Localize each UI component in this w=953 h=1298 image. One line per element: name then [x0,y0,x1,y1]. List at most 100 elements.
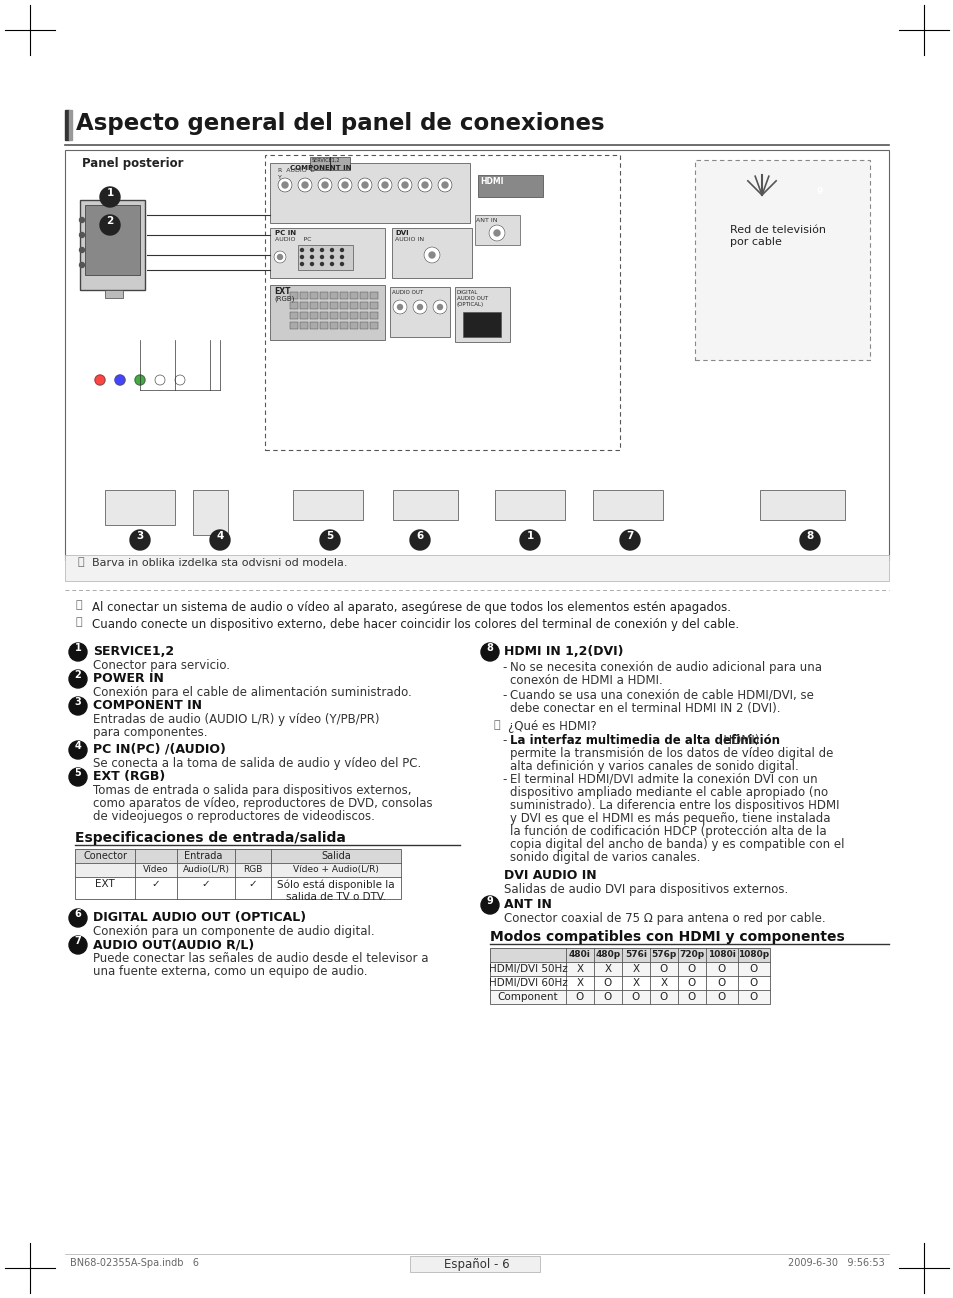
Circle shape [811,187,827,202]
Text: O: O [749,977,758,988]
Circle shape [320,262,323,266]
Bar [69,110,71,140]
Text: 3: 3 [136,531,144,541]
Text: 480p: 480p [595,950,619,959]
Text: 1080i: 1080i [707,950,735,959]
Bar [350,292,357,299]
Circle shape [330,248,334,252]
Text: 6: 6 [74,909,81,919]
Text: 720p: 720p [679,950,704,959]
Bar [359,302,368,309]
Text: Vídeo + Audio(L/R): Vídeo + Audio(L/R) [293,864,378,874]
Text: Red de televisión
por cable: Red de televisión por cable [729,225,825,247]
Bar [299,302,308,309]
Circle shape [417,178,432,192]
Text: DVI: DVI [395,230,408,236]
Text: Cuando conecte un dispositivo externo, debe hacer coincidir los colores del term: Cuando conecte un dispositivo externo, d… [91,618,739,631]
Circle shape [210,530,230,550]
Text: PC IN(PC) /(AUDIO): PC IN(PC) /(AUDIO) [92,742,226,755]
Circle shape [330,262,334,266]
Text: Español - 6: Español - 6 [444,1258,509,1271]
Bar [85,205,140,275]
Circle shape [397,305,402,309]
Circle shape [174,375,185,386]
Text: O: O [749,992,758,1002]
Text: -: - [501,733,506,748]
Text: HDMI/DVI 60Hz: HDMI/DVI 60Hz [488,977,567,988]
Text: 1080p: 1080p [738,950,769,959]
Bar [319,292,328,299]
Text: BN68-02355A-Spa.indb   6: BN68-02355A-Spa.indb 6 [70,1258,199,1268]
Bar [290,322,297,328]
Text: 9: 9 [816,187,822,196]
Text: 4: 4 [74,741,81,752]
Circle shape [619,530,639,550]
Text: ANT IN: ANT IN [503,898,551,911]
Bar [310,157,350,170]
Bar [297,245,353,270]
Circle shape [421,182,428,188]
Text: Panel posterior: Panel posterior [82,157,183,170]
Bar [75,877,400,900]
Text: O: O [659,964,667,974]
Text: Component: Component [497,992,558,1002]
Text: O: O [687,992,696,1002]
Text: La interfaz multimedia de alta definición: La interfaz multimedia de alta definició… [510,733,780,748]
Bar [339,322,348,328]
Text: El terminal HDMI/DVI admite la conexión DVI con un: El terminal HDMI/DVI admite la conexión … [510,774,817,787]
Circle shape [410,530,430,550]
Text: DVI AUDIO IN: DVI AUDIO IN [503,868,596,883]
Text: SERVICE1,2: SERVICE1,2 [312,158,340,164]
Circle shape [413,300,427,314]
Circle shape [69,936,87,954]
Text: O: O [631,992,639,1002]
Text: AUDIO OUT: AUDIO OUT [392,289,423,295]
Text: ✓: ✓ [201,879,211,889]
Bar [490,990,769,1003]
Text: O: O [717,977,725,988]
Bar [330,292,337,299]
Text: -: - [501,774,506,787]
Circle shape [297,178,312,192]
Text: X: X [604,964,611,974]
Text: AUDIO    PC: AUDIO PC [274,238,312,241]
Bar [370,302,377,309]
Bar [75,863,400,877]
Text: Conector: Conector [83,851,127,861]
Bar [495,491,564,520]
Bar [390,287,450,337]
Bar [462,312,500,337]
Text: Puede conectar las señales de audio desde el televisor a: Puede conectar las señales de audio desd… [92,951,428,964]
Text: 5: 5 [74,768,81,778]
Circle shape [69,697,87,715]
Bar [370,312,377,319]
Circle shape [494,230,499,236]
Circle shape [320,248,323,252]
Circle shape [340,248,343,252]
Bar [477,175,542,197]
Text: 480i: 480i [569,950,590,959]
Circle shape [437,305,442,309]
Bar [410,1256,539,1272]
Text: Vídeo: Vídeo [143,864,169,874]
Bar [65,556,888,582]
Circle shape [310,248,314,252]
Text: HDMI/DVI 50Hz: HDMI/DVI 50Hz [488,964,567,974]
Text: X: X [632,964,639,974]
Text: 1: 1 [107,188,113,199]
Text: Especificaciones de entrada/salida: Especificaciones de entrada/salida [75,831,346,845]
Bar [490,976,769,990]
Bar [299,322,308,328]
Circle shape [135,375,145,386]
Text: 2: 2 [107,215,113,226]
Bar [490,948,769,962]
Circle shape [429,252,435,258]
Bar [593,491,662,520]
Circle shape [322,182,328,188]
Bar [370,322,377,328]
Text: AUDIO IN: AUDIO IN [395,238,424,241]
Bar [319,302,328,309]
Text: ¿Qué es HDMI?: ¿Qué es HDMI? [507,720,597,733]
Text: ✓: ✓ [249,879,257,889]
Bar [392,228,472,278]
